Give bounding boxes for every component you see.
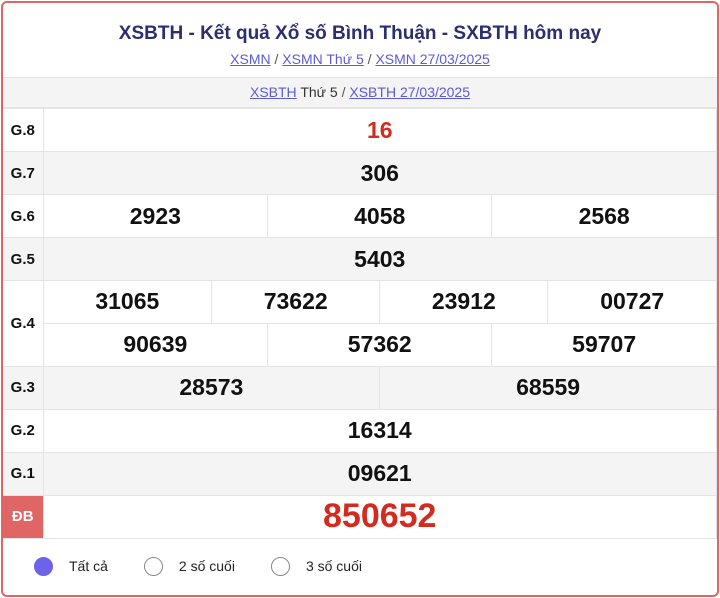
row-g3: G.3 28573 68559	[3, 365, 717, 410]
radio-label: Tất cả	[69, 558, 108, 574]
prize-label: G.4	[3, 280, 44, 367]
link-xsbth[interactable]: XSBTH	[249, 84, 297, 100]
radio-label: 2 số cuối	[178, 558, 235, 574]
prize-number: 16314	[42, 408, 717, 453]
prize-label: G.1	[3, 451, 44, 496]
prize-label: G.5	[3, 237, 44, 281]
radio-all[interactable]: Tất cả	[34, 556, 108, 576]
breadcrumb-xsmn-date[interactable]: XSMN 27/03/2025	[375, 51, 490, 67]
radio-empty-icon[interactable]	[143, 556, 163, 576]
row-g6: G.6 2923 4058 2568	[3, 194, 717, 238]
radio-empty-icon[interactable]	[270, 556, 290, 576]
prize-label: ĐB	[3, 494, 44, 539]
weekday-text: Thứ 5	[300, 84, 338, 100]
radio-selected-icon[interactable]	[34, 556, 53, 576]
prize-number: 2923	[43, 195, 269, 237]
prize-label: G.6	[3, 194, 44, 238]
sub-nav: XSBTH Thứ 5 / XSBTH 27/03/2025	[3, 78, 717, 108]
prize-number: 31065	[43, 281, 213, 323]
prize-label: G.8	[3, 108, 44, 152]
page-title: XSBTH - Kết quả Xổ số Bình Thuận - SXBTH…	[118, 23, 602, 44]
link-xsbth-date[interactable]: XSBTH 27/03/2025	[349, 84, 471, 100]
row-g1: G.1 09621	[3, 451, 717, 496]
prize-number: 59707	[572, 331, 637, 357]
radio-last-2[interactable]: 2 số cuối	[143, 556, 235, 576]
radio-label: 3 số cuối	[305, 558, 362, 574]
prize-number: 28573	[43, 366, 381, 409]
prize-number: 306	[42, 151, 717, 195]
row-g4: G.4 31065 73622 23912 00727 90639 57362 59707	[3, 280, 717, 367]
breadcrumb-xsmn-thu5[interactable]: XSMN Thứ 5	[282, 51, 364, 67]
digit-filter: Tất cả 2 số cuối 3 số cuối	[3, 539, 717, 576]
row-g7: G.7 306	[3, 151, 717, 195]
jackpot-number: 850652	[42, 494, 717, 539]
prize-number: 00727	[600, 288, 665, 315]
row-g5: G.5 5403	[3, 237, 717, 281]
row-db: ĐB 850652	[3, 494, 717, 539]
prize-number: 73622	[211, 281, 381, 323]
prize-label: G.2	[3, 408, 44, 453]
prize-number: 09621	[42, 451, 717, 496]
prize-number: 68559	[379, 366, 716, 409]
header: XSBTH - Kết quả Xổ số Bình Thuận - SXBTH…	[3, 3, 717, 78]
breadcrumb: XSMN / XSMN Thứ 5 / XSMN 27/03/2025	[230, 51, 490, 67]
row-g2: G.2 16314	[3, 408, 717, 453]
row-g8: G.8 16	[3, 108, 717, 152]
prize-number: 23912	[379, 281, 549, 323]
prize-number: 2568	[578, 202, 630, 229]
prize-number: 90639	[43, 323, 269, 366]
radio-last-3[interactable]: 3 số cuối	[270, 556, 362, 576]
breadcrumb-xsmn[interactable]: XSMN	[230, 51, 271, 67]
prize-number: 16	[42, 108, 717, 152]
prize-number: 5403	[42, 237, 717, 281]
results-table: G.8 16 G.7 306 G.6 2923 4058 2568 G.5 5403 G.…	[3, 108, 717, 539]
prize-number: 57362	[267, 323, 493, 366]
prize-label: G.3	[3, 365, 44, 410]
prize-label: G.7	[3, 151, 44, 195]
prize-number: 4058	[267, 195, 493, 237]
